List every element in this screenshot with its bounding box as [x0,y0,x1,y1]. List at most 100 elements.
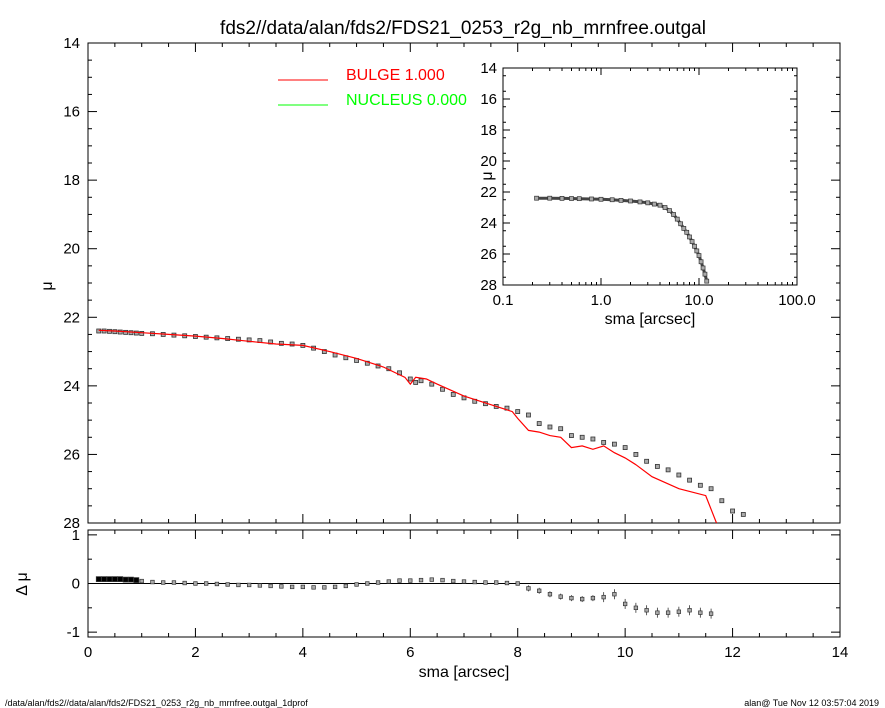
inset-data-point [689,239,695,244]
residual-data-point [289,584,295,590]
residual-data-point [204,581,209,586]
main-data-point [697,482,703,488]
inset-x-tick-label: 10.0 [684,292,713,309]
residual-data-point [171,580,177,585]
residual-data-point [343,583,348,589]
residual-data-point [268,583,273,589]
footer-file-path: /data/alan/fds2//data/alan/fds2/FDS21_02… [5,698,308,708]
inset-data-point [702,271,708,277]
main-data-point [123,329,128,335]
main-data-point [235,336,241,342]
x-tick-label: 14 [832,644,849,661]
residual-data-point [622,601,628,607]
inset-data-point [684,229,690,235]
residual-data-point [112,576,118,582]
residual-data-point [279,584,284,589]
inset-data-point [618,198,624,203]
residual-data-point [472,579,477,585]
main-data-point [440,386,445,392]
residual-data-point [547,592,553,597]
x-tick-label: 6 [406,644,414,661]
residual-data-point [236,582,241,588]
residual-data-point [332,584,338,590]
main-data-point [246,337,252,343]
inset-data-point [589,196,594,202]
residual-data-point [106,576,113,582]
main-data-point [579,434,585,440]
main-data-point [622,445,628,450]
residual-data-point [139,578,144,584]
inset-background [503,68,797,285]
main-y-axis-label: μ [39,281,56,290]
inset-y-axis-label: μ [479,171,496,180]
residual-data-point [537,588,542,593]
main-data-point [536,421,542,426]
residual-data-point [101,576,107,582]
residual-data-point [676,609,682,614]
residual-data-point [590,595,596,601]
main-data-point [590,436,596,442]
main-data-point [558,426,564,432]
inset-y-tick-label: 16 [480,91,497,108]
residual-data-point [440,577,445,583]
main-data-point [654,464,660,469]
main-data-point [569,433,574,438]
x-tick-label: 10 [617,644,634,661]
footer-user-timestamp: alan@ Tue Nov 12 03:57:04 2019 [744,698,879,708]
legend-nucleus-label: NUCLEUS 0.000 [346,92,467,109]
bulge-model-line [98,329,718,524]
main-data-point [730,508,735,514]
main-data-point [633,452,639,457]
inset-y-tick-label: 26 [480,246,497,263]
residual-data-point [558,594,563,599]
residual-data-point [322,585,327,590]
inset-y-tick-label: 22 [480,184,497,201]
x-tick-label: 12 [724,644,741,661]
residual-data-point [569,595,574,601]
x-tick-label: 0 [84,644,92,661]
residual-data-point [665,610,671,615]
residual-data-point [504,580,510,586]
inset-data-point [662,205,668,210]
residual-y-tick-label: 1 [72,527,80,544]
inset-data-point [645,200,651,206]
residual-data-point [515,581,520,586]
residual-data-point [612,592,617,597]
main-data-point [665,467,671,473]
residual-data-point [601,594,606,600]
main-y-tick-label: 14 [63,35,80,52]
main-data-point [687,477,692,483]
residual-data-point [494,580,499,585]
residual-data-point [225,582,230,587]
inset-data-point [671,212,676,217]
inset-x-tick-label: 100.0 [778,292,816,309]
inset-plot-frame [502,67,798,286]
residual-y-tick-label: -1 [67,624,80,641]
residual-data-point [150,579,155,585]
main-data-point [450,392,456,397]
main-data-point [278,340,284,346]
inset-data-point [678,221,684,227]
legend-bulge-label: BULGE 1.000 [346,67,445,84]
residual-data-point [246,582,252,588]
residual-data-point [128,576,134,583]
inset-data-point [547,195,553,201]
inset-x-axis-label: sma [arcsec] [605,311,696,328]
residual-data-point [708,611,714,616]
main-data-point [407,376,413,382]
residual-data-point [214,581,220,587]
residual-y-tick-label: 0 [72,576,80,593]
main-data-point [133,330,139,336]
residual-data-point [117,576,124,582]
main-y-tick-label: 20 [63,241,80,258]
residual-data-point [461,579,467,584]
inset-y-tick-label: 18 [480,122,497,139]
inset-data-point [559,196,565,201]
residual-data-point [386,579,391,584]
main-y-tick-label: 18 [63,172,80,189]
inset-y-tick-label: 28 [480,277,497,294]
inset-data-point [696,253,702,258]
residual-data-point [193,581,198,586]
residual-y-axis-label: Δ μ [14,572,31,595]
inset-y-tick-label: 20 [480,153,497,170]
